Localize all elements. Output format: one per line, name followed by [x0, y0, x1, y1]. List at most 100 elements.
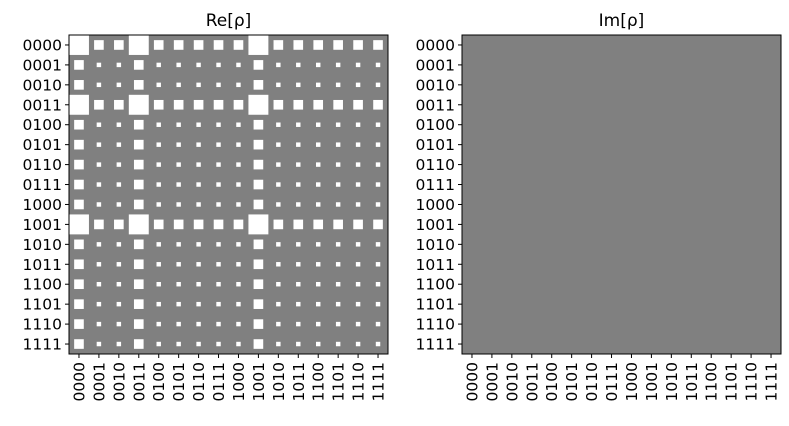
hinton-square — [276, 242, 281, 247]
hinton-square — [313, 40, 324, 50]
hinton-square — [213, 219, 224, 230]
hinton-square — [253, 119, 264, 130]
hinton-square — [276, 142, 281, 147]
x-tick-label: 0001 — [483, 362, 501, 401]
hinton-square — [315, 321, 321, 327]
y-tick-label: 0011 — [23, 96, 62, 114]
hinton-square — [133, 119, 144, 130]
hinton-square — [333, 99, 343, 110]
hinton-square — [315, 262, 321, 267]
hinton-square — [114, 40, 124, 50]
hinton-square — [276, 182, 281, 187]
hinton-square — [315, 182, 321, 187]
hinton-square — [296, 122, 301, 127]
y-tick-label: 1110 — [416, 316, 455, 334]
hinton-square — [315, 281, 321, 287]
hinton-square — [133, 159, 144, 170]
hinton-square — [156, 142, 161, 147]
hinton-square — [156, 62, 161, 68]
hinton-square — [193, 99, 204, 110]
hinton-square — [236, 182, 241, 187]
hinton-square — [315, 142, 321, 147]
hinton-square — [355, 262, 361, 267]
hinton-square — [153, 99, 164, 110]
y-tick-label: 0100 — [416, 116, 455, 134]
hinton-square — [176, 202, 181, 207]
hinton-square — [116, 62, 122, 68]
hinton-square — [375, 341, 381, 347]
plot-frame — [461, 34, 782, 355]
hinton-square — [114, 99, 124, 110]
hinton-square — [176, 142, 181, 147]
hinton-square — [216, 142, 221, 147]
hinton-square — [355, 202, 361, 207]
hinton-square — [216, 262, 221, 267]
hinton-square — [375, 262, 381, 267]
hinton-square — [133, 199, 144, 210]
x-tick-label: 1001 — [250, 362, 268, 401]
y-tick-label: 0000 — [416, 36, 455, 54]
hinton-square — [96, 122, 102, 127]
hinton-square — [296, 62, 301, 68]
hinton-square — [176, 341, 181, 347]
hinton-square — [333, 219, 343, 230]
hinton-square — [96, 82, 102, 88]
hinton-square — [116, 122, 122, 127]
hinton-square — [173, 99, 184, 110]
hinton-square — [353, 219, 363, 230]
hinton-square — [236, 242, 241, 247]
hinton-square — [156, 242, 161, 247]
hinton-square — [253, 80, 264, 90]
hinton-square — [216, 321, 221, 327]
hinton-square — [156, 122, 161, 127]
hinton-square — [296, 202, 301, 207]
x-tick-label: 1100 — [310, 362, 328, 401]
hinton-square — [156, 202, 161, 207]
x-tick-label: 0100 — [150, 362, 168, 401]
hinton-square — [236, 142, 241, 147]
hinton-square — [216, 82, 221, 88]
x-tick-label: 1101 — [723, 362, 741, 401]
hinton-square — [296, 321, 301, 327]
hinton-square — [74, 339, 84, 349]
real-part-title: Re[ρ] — [206, 11, 252, 31]
hinton-square — [293, 40, 304, 50]
hinton-square — [133, 299, 144, 309]
hinton-square — [156, 182, 161, 187]
hinton-square — [248, 35, 269, 55]
hinton-square — [296, 341, 301, 347]
x-tick-label: 1110 — [350, 362, 368, 401]
y-tick-label: 0110 — [23, 156, 62, 174]
hinton-square — [253, 319, 264, 329]
hinton-square — [293, 219, 304, 230]
hinton-square — [74, 319, 84, 329]
plot-background — [69, 35, 388, 354]
hinton-square — [156, 281, 161, 287]
hinton-square — [133, 179, 144, 190]
hinton-square — [116, 341, 122, 347]
hinton-square — [236, 62, 241, 68]
y-tick-label: 0010 — [23, 76, 62, 94]
hinton-square — [253, 139, 264, 150]
hinton-square — [233, 99, 244, 110]
hinton-square — [156, 321, 161, 327]
hinton-square — [69, 35, 89, 55]
hinton-square — [176, 82, 181, 88]
hinton-square — [236, 262, 241, 267]
x-tick-label: 1111 — [370, 362, 388, 401]
hinton-square — [74, 60, 84, 70]
hinton-square — [196, 162, 201, 167]
hinton-square — [74, 179, 84, 190]
hinton-square — [273, 219, 284, 230]
y-tick-label: 0101 — [23, 136, 62, 154]
hinton-square — [216, 242, 221, 247]
hinton-square — [156, 162, 161, 167]
hinton-square — [133, 139, 144, 150]
hinton-square — [375, 321, 381, 327]
hinton-square — [133, 80, 144, 90]
hinton-square — [253, 159, 264, 170]
plot-frame — [68, 34, 389, 355]
hinton-square — [216, 202, 221, 207]
hinton-square — [96, 202, 102, 207]
x-tick-label: 1111 — [763, 362, 781, 401]
